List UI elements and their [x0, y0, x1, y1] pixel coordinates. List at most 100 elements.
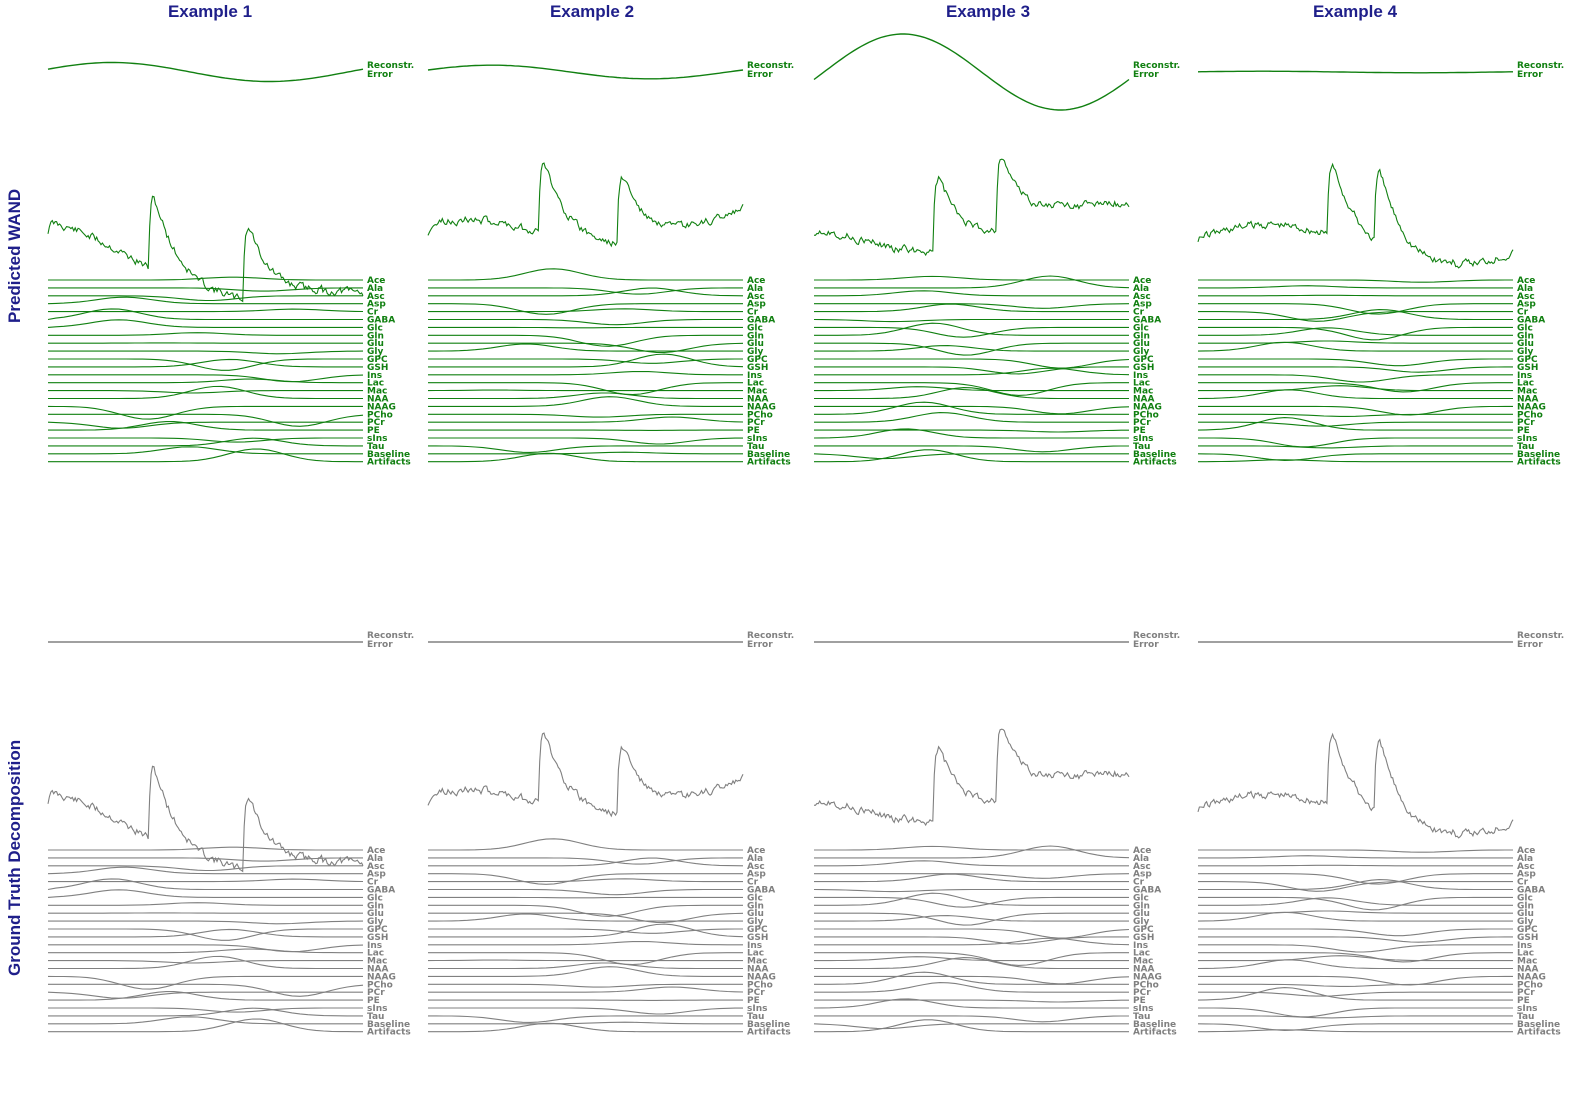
component-line-ins — [1198, 374, 1513, 383]
component-label-glc: Glc — [1133, 323, 1149, 333]
component-label-sins: sIns — [747, 434, 767, 444]
component-line-lac — [48, 948, 363, 954]
component-line-tau — [1198, 445, 1513, 449]
component-label-mac: Mac — [747, 957, 767, 967]
component-label-glu: Glu — [1133, 339, 1150, 349]
component-line-glu — [1198, 340, 1513, 344]
component-line-pe — [814, 429, 1129, 433]
component-line-pcr — [814, 412, 1129, 423]
component-line-cr — [428, 878, 743, 883]
component-label-baseline: Baseline — [1517, 1020, 1560, 1030]
component-line-sins — [1198, 1007, 1513, 1018]
component-label-pcho: PCho — [747, 410, 773, 420]
component-line-artifacts — [1198, 459, 1513, 463]
component-label-naa: NAA — [747, 395, 768, 405]
component-label-gaba: GABA — [1517, 316, 1545, 326]
component-line-ins — [814, 367, 1130, 376]
component-label-pcr: PCr — [367, 418, 385, 428]
component-label-ala: Ala — [1517, 854, 1533, 864]
component-label-gly: Gly — [747, 917, 763, 927]
component-line-lac — [1198, 952, 1513, 963]
component-line-lac — [48, 378, 363, 384]
component-line-gly — [428, 343, 743, 352]
component-label-artifacts: Artifacts — [1517, 1028, 1561, 1038]
component-line-ins — [428, 370, 743, 376]
component-label-sins: sIns — [1133, 1004, 1153, 1014]
component-line-pcho — [814, 401, 1129, 415]
component-label-ace: Ace — [1133, 846, 1151, 856]
component-label-baseline: Baseline — [747, 450, 790, 460]
component-label-pe: PE — [1517, 426, 1530, 436]
component-line-lac — [428, 952, 743, 966]
component-label-artifacts: Artifacts — [1133, 458, 1177, 468]
component-line-artifacts — [48, 448, 363, 463]
reconstruction-error-line — [47, 61, 364, 83]
component-label-ins: Ins — [367, 371, 382, 381]
component-label-asc: Asc — [747, 292, 765, 302]
component-line-asc — [48, 295, 363, 302]
component-line-gaba — [1198, 309, 1513, 321]
component-line-naa — [814, 387, 1129, 400]
panel-2-predicted: Reconstr. ErrorAceAlaAscAspCrGABAGlcGlnGl… — [427, 61, 794, 468]
component-label-naa: NAA — [1517, 965, 1538, 975]
component-line-mac — [427, 959, 743, 962]
component-line-sins — [48, 1007, 363, 1013]
component-line-ace — [814, 275, 1129, 281]
component-line-glc — [47, 889, 363, 898]
component-line-gly — [814, 915, 1129, 922]
component-label-lac: Lac — [1517, 379, 1534, 389]
component-label-gaba: GABA — [747, 316, 775, 326]
component-label-ace: Ace — [747, 846, 765, 856]
component-label-pcr: PCr — [367, 988, 385, 998]
component-line-gsh — [48, 358, 363, 368]
component-label-pe: PE — [367, 426, 380, 436]
component-line-ins — [48, 944, 364, 953]
component-label-gly: Gly — [747, 347, 763, 357]
component-label-pe: PE — [1133, 996, 1146, 1006]
component-label-pcr: PCr — [1517, 418, 1535, 428]
component-line-naag — [1198, 975, 1513, 986]
component-line-glc — [1198, 326, 1513, 341]
component-line-pcr — [814, 982, 1129, 993]
component-line-gsh — [1198, 936, 1513, 943]
component-label-ins: Ins — [1133, 941, 1148, 951]
component-line-naag — [428, 396, 743, 407]
column-title-example-1: Example 1 — [167, 2, 253, 21]
panel-4-predicted: Reconstr. ErrorAceAlaAscAspCrGABAGlcGlnGl… — [1197, 61, 1564, 468]
component-line-pe — [1197, 417, 1513, 431]
fitted-spectrum-line — [427, 732, 744, 818]
component-label-asc: Asc — [747, 862, 765, 872]
component-line-glu — [814, 342, 1129, 356]
fitted-spectrum-line — [47, 195, 364, 303]
component-line-glc — [814, 896, 1129, 908]
component-label-gpc: GPC — [1517, 355, 1538, 365]
component-label-baseline: Baseline — [1133, 450, 1176, 460]
component-label-gsh: GSH — [747, 363, 768, 373]
component-line-gln — [48, 332, 363, 336]
component-line-tau — [48, 437, 363, 447]
component-line-gsh — [428, 923, 744, 938]
component-line-asc — [48, 865, 363, 872]
component-line-artifacts — [428, 1022, 743, 1033]
component-label-naag: NAAG — [367, 972, 396, 982]
component-label-ace: Ace — [367, 276, 385, 286]
component-line-naa — [814, 957, 1129, 970]
component-line-naag — [47, 975, 363, 990]
component-line-artifacts — [814, 1019, 1129, 1033]
component-line-cr — [814, 303, 1129, 313]
component-label-glc: Glc — [1517, 893, 1533, 903]
component-line-baseline — [1197, 1023, 1513, 1031]
component-line-pcho — [48, 413, 364, 427]
reconstruction-error-label: Reconstr. Error — [1133, 61, 1180, 80]
component-label-ins: Ins — [367, 941, 382, 951]
component-label-gpc: GPC — [367, 355, 388, 365]
component-label-cr: Cr — [747, 308, 759, 318]
component-line-gpc — [428, 928, 743, 934]
component-line-ins — [428, 940, 743, 946]
component-label-ala: Ala — [367, 284, 383, 294]
component-label-gaba: GABA — [1517, 886, 1545, 896]
component-line-ace — [1198, 849, 1513, 853]
component-line-ala — [48, 857, 363, 862]
component-line-cr — [48, 878, 364, 883]
